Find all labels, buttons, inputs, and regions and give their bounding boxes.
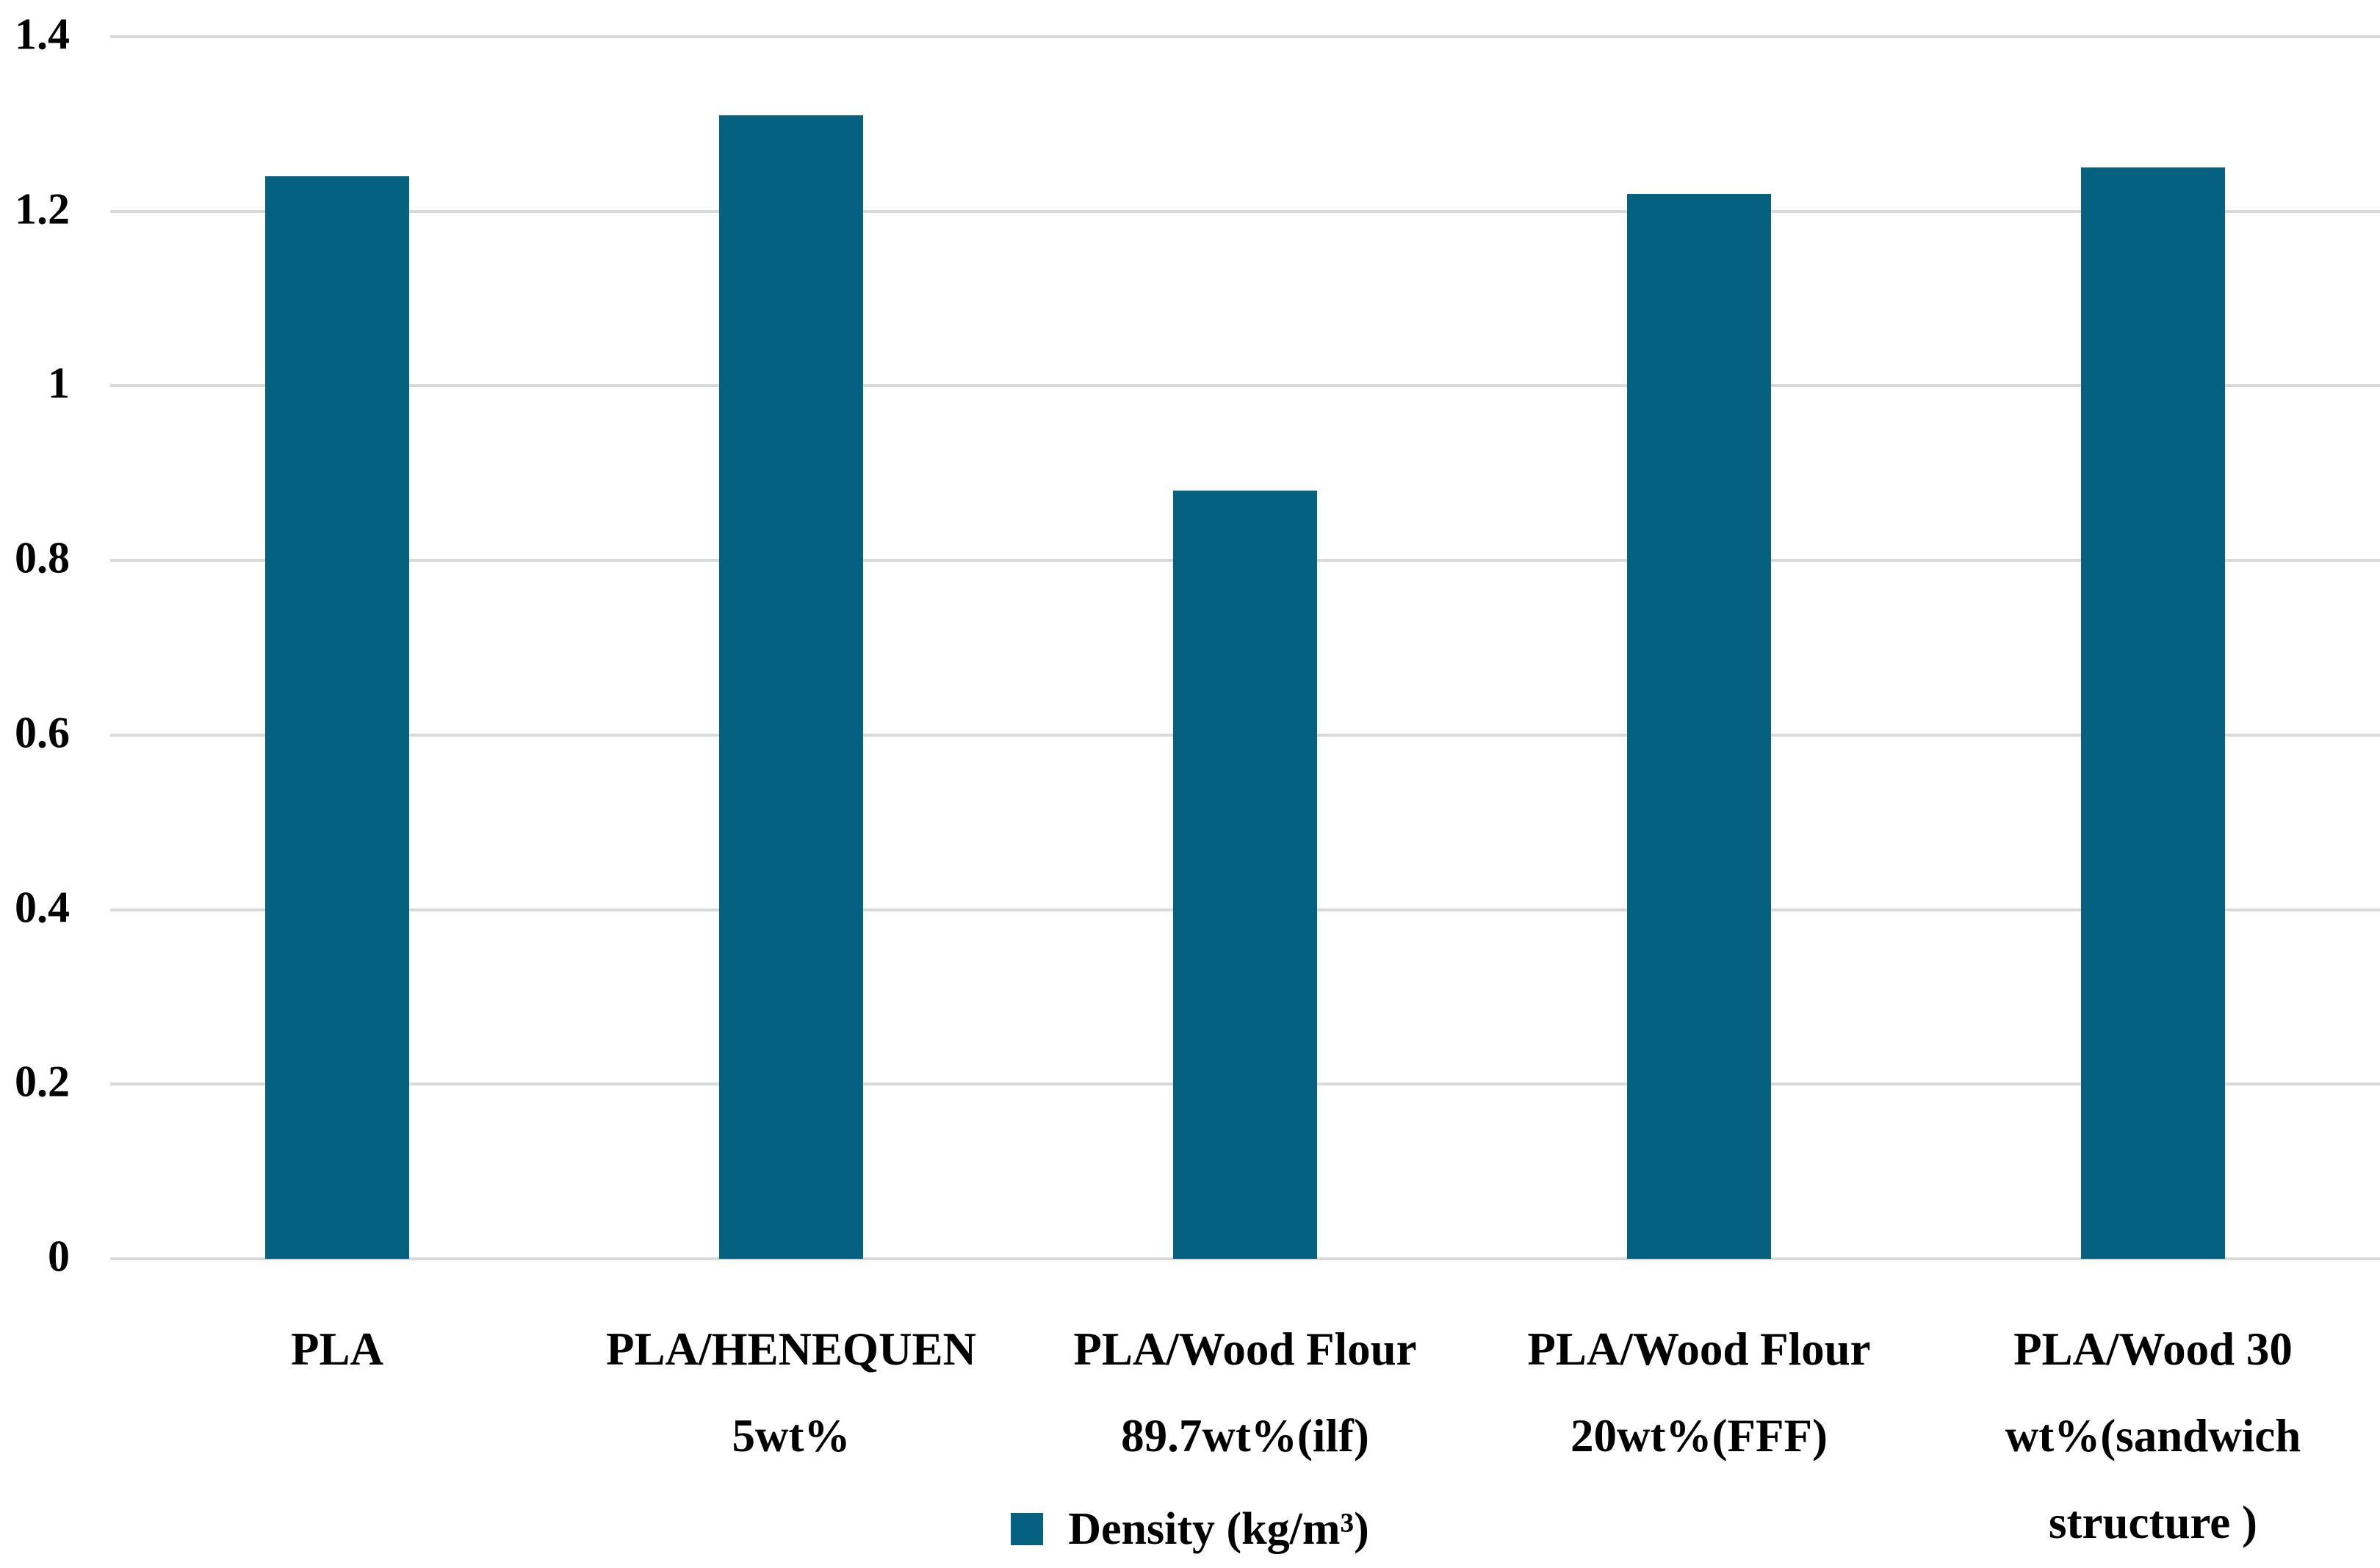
x-category-label-line: 20wt%(FFF) — [1571, 1410, 1828, 1462]
gridline-0 — [110, 1257, 2380, 1260]
gridline-1.2 — [110, 209, 2380, 213]
x-category-label-line: PLA/HENEQUEN — [605, 1323, 977, 1375]
bar-5 — [2081, 167, 2225, 1259]
legend: Density (kg/m³) — [0, 1492, 2380, 1566]
gridline-1.4 — [110, 35, 2380, 38]
x-category-label-line: structure ) — [2049, 1497, 2257, 1548]
gridline-1 — [110, 384, 2380, 388]
bar-1 — [265, 176, 409, 1259]
y-tick-label-0.4: 0.4 — [15, 883, 70, 932]
y-tick-label-1: 1 — [48, 359, 70, 408]
x-category-label-line: 89.7wt%(ilf) — [1121, 1410, 1369, 1462]
bar-4 — [1627, 193, 1771, 1259]
x-category-label-line: 5wt% — [732, 1410, 851, 1462]
x-category-label-line: wt%(sandwich — [2005, 1410, 2301, 1462]
x-category-label-line: PLA — [291, 1323, 383, 1375]
y-tick-label-0.8: 0.8 — [15, 533, 70, 582]
x-category-label-2: PLA/HENEQUEN 5wt% — [564, 1306, 1018, 1479]
legend-swatch-icon — [1011, 1513, 1044, 1545]
y-tick-label-1.2: 1.2 — [15, 184, 70, 234]
y-tick-label-0: 0 — [48, 1232, 70, 1281]
x-category-label-3: PLA/Wood Flour 89.7wt%(ilf) — [1018, 1306, 1472, 1479]
x-category-label-line: PLA/Wood Flour — [1073, 1323, 1417, 1375]
x-category-label-line: PLA/Wood 30 — [2013, 1323, 2293, 1375]
x-category-label-1: PLA — [110, 1306, 564, 1392]
x-category-label-4: PLA/Wood Flour 20wt%(FFF) — [1472, 1306, 1926, 1479]
x-category-label-5: PLA/Wood 30 wt%(sandwich structure ) — [1926, 1306, 2380, 1566]
bar-2 — [719, 115, 863, 1259]
legend-label: Density (kg/m³) — [1068, 1503, 1369, 1554]
x-category-label-line: PLA/Wood Flour — [1527, 1323, 1871, 1375]
y-tick-label-0.2: 0.2 — [15, 1058, 70, 1107]
y-tick-label-0.6: 0.6 — [15, 708, 70, 757]
y-tick-label-1.4: 1.4 — [15, 10, 70, 59]
bar-3 — [1173, 491, 1317, 1259]
